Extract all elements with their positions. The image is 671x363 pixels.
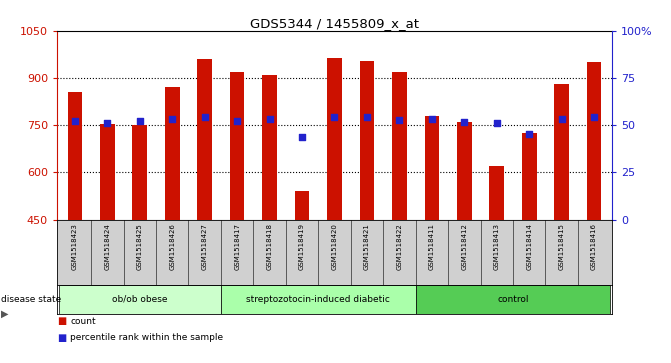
Text: GSM1518414: GSM1518414 bbox=[526, 223, 532, 270]
Text: control: control bbox=[497, 295, 529, 304]
Bar bbox=[360, 61, 374, 220]
Text: GSM1518423: GSM1518423 bbox=[72, 223, 78, 270]
Point bbox=[167, 116, 178, 122]
Title: GDS5344 / 1455809_x_at: GDS5344 / 1455809_x_at bbox=[250, 17, 419, 30]
Text: GSM1518426: GSM1518426 bbox=[169, 223, 175, 270]
Text: GSM1518417: GSM1518417 bbox=[234, 223, 240, 270]
Bar bbox=[415, 285, 611, 314]
Text: GSM1518411: GSM1518411 bbox=[429, 223, 435, 270]
Bar bbox=[100, 124, 115, 220]
Bar bbox=[457, 122, 472, 220]
Bar bbox=[58, 285, 221, 314]
Point bbox=[459, 119, 470, 125]
Point bbox=[588, 114, 599, 120]
Point bbox=[362, 114, 372, 120]
Text: GSM1518422: GSM1518422 bbox=[397, 223, 403, 270]
Text: GSM1518418: GSM1518418 bbox=[266, 223, 272, 270]
Point bbox=[491, 120, 502, 126]
Text: GSM1518427: GSM1518427 bbox=[202, 223, 208, 270]
Point bbox=[329, 114, 340, 120]
Text: count: count bbox=[70, 317, 96, 326]
Point bbox=[134, 118, 145, 124]
Bar bbox=[522, 133, 537, 220]
Bar bbox=[327, 58, 342, 220]
Text: GSM1518425: GSM1518425 bbox=[137, 223, 143, 270]
Bar bbox=[425, 116, 439, 220]
Point bbox=[264, 116, 275, 122]
Bar bbox=[165, 87, 180, 220]
Bar bbox=[132, 125, 147, 220]
Bar bbox=[221, 285, 415, 314]
Text: GSM1518416: GSM1518416 bbox=[591, 223, 597, 270]
Point bbox=[394, 117, 405, 122]
Point bbox=[524, 131, 535, 136]
Bar bbox=[262, 75, 277, 220]
Bar bbox=[392, 72, 407, 220]
Bar bbox=[489, 166, 504, 220]
Point bbox=[556, 116, 567, 122]
Bar bbox=[197, 59, 212, 220]
Text: ▶: ▶ bbox=[1, 309, 9, 319]
Text: percentile rank within the sample: percentile rank within the sample bbox=[70, 333, 223, 342]
Bar bbox=[230, 72, 244, 220]
Text: GSM1518413: GSM1518413 bbox=[494, 223, 500, 270]
Text: GSM1518424: GSM1518424 bbox=[104, 223, 110, 270]
Bar bbox=[587, 62, 601, 220]
Point bbox=[297, 134, 307, 139]
Text: GSM1518412: GSM1518412 bbox=[461, 223, 467, 270]
Text: GSM1518420: GSM1518420 bbox=[331, 223, 338, 270]
Point bbox=[231, 119, 242, 125]
Text: ■: ■ bbox=[57, 316, 66, 326]
Bar bbox=[554, 84, 569, 220]
Point bbox=[102, 120, 113, 126]
Text: disease state: disease state bbox=[1, 295, 62, 304]
Text: ob/ob obese: ob/ob obese bbox=[112, 295, 168, 304]
Point bbox=[70, 119, 81, 125]
Text: ■: ■ bbox=[57, 333, 66, 343]
Bar bbox=[68, 92, 82, 220]
Point bbox=[199, 114, 210, 120]
Text: GSM1518415: GSM1518415 bbox=[559, 223, 565, 270]
Text: GSM1518419: GSM1518419 bbox=[299, 223, 305, 270]
Bar bbox=[295, 191, 309, 220]
Point bbox=[427, 116, 437, 122]
Text: GSM1518421: GSM1518421 bbox=[364, 223, 370, 270]
Text: streptozotocin-induced diabetic: streptozotocin-induced diabetic bbox=[246, 295, 391, 304]
